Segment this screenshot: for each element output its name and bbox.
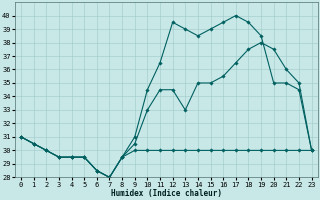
X-axis label: Humidex (Indice chaleur): Humidex (Indice chaleur) (111, 189, 222, 198)
